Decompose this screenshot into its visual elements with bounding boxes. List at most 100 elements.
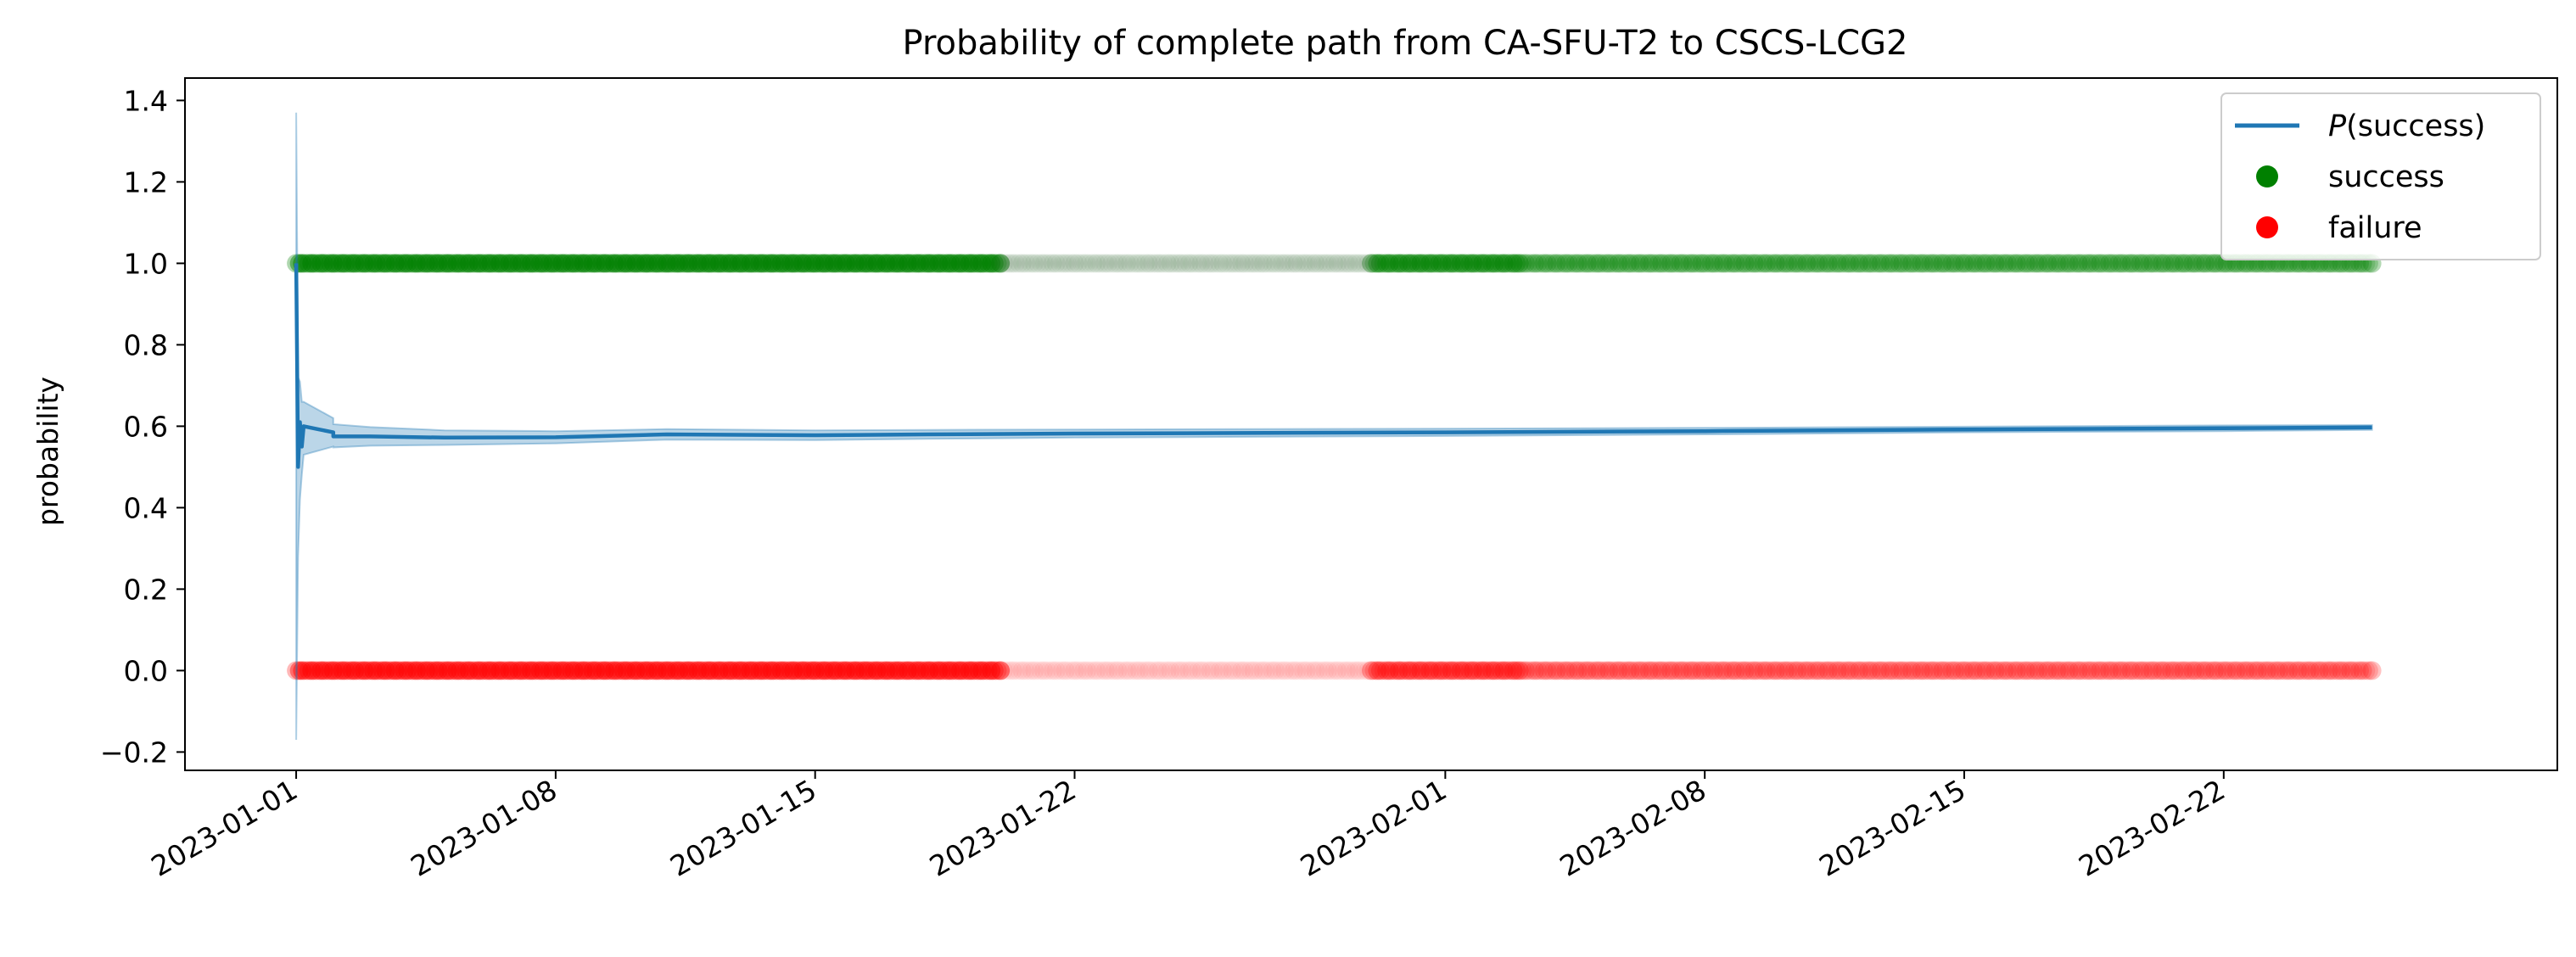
- failure-point: [1655, 661, 1674, 680]
- failure-point: [982, 661, 1001, 680]
- failure-point: [2091, 661, 2110, 680]
- success-point: [1056, 254, 1075, 273]
- legend-label-rest: (success): [2346, 109, 2485, 143]
- failure-point: [1315, 661, 1335, 680]
- failure-point: [1775, 661, 1795, 680]
- overlap-point: [1262, 254, 1280, 273]
- failure-point: [1312, 661, 1331, 680]
- failure-point: [611, 661, 630, 680]
- failure-point: [549, 661, 568, 680]
- failure-point: [2164, 661, 2184, 680]
- overlap-point: [1168, 254, 1188, 273]
- failure-point: [617, 661, 636, 680]
- failure-point: [1528, 661, 1548, 680]
- failure-point: [2294, 661, 2314, 680]
- success-point: [1556, 254, 1576, 273]
- success-point: [1078, 254, 1097, 273]
- success-point: [2198, 254, 2218, 273]
- success-point: [1364, 254, 1384, 273]
- failure-point: [1498, 661, 1517, 680]
- overlap-point: [1021, 254, 1040, 273]
- legend-label-italic: P: [2328, 109, 2347, 143]
- success-point: [1430, 254, 1449, 273]
- success-point: [1232, 254, 1252, 273]
- legend-label: P(success): [2328, 109, 2485, 143]
- overlap-point: [1054, 254, 1073, 273]
- success-point: [1896, 254, 1915, 273]
- success-point: [657, 254, 676, 273]
- success-point: [1868, 254, 1888, 273]
- success-point: [1624, 254, 1644, 273]
- overlap-point: [1162, 254, 1181, 273]
- failure-point: [1321, 661, 1341, 680]
- failure-point: [459, 661, 479, 680]
- success-point: [2010, 254, 2030, 273]
- success-point: [1414, 254, 1433, 273]
- y-tick-label: 0.0: [124, 654, 168, 687]
- failure-point: [1818, 661, 1838, 680]
- failure-point: [929, 661, 949, 680]
- failure-point: [1250, 661, 1269, 680]
- success-point: [1744, 254, 1764, 273]
- success-point: [1328, 254, 1347, 273]
- success-point: [2093, 254, 2113, 273]
- success-point: [1982, 254, 2002, 273]
- failure-point: [1127, 661, 1146, 680]
- failure-point: [1426, 661, 1446, 680]
- failure-point: [2050, 661, 2069, 680]
- success-point: [1825, 254, 1845, 273]
- success-point: [1516, 254, 1535, 273]
- overlap-point: [1043, 254, 1062, 273]
- failure-point: [596, 661, 615, 680]
- success-point: [1553, 254, 1572, 273]
- x-tick-label: 2023-02-15: [1813, 773, 1971, 883]
- success-point: [1714, 254, 1733, 273]
- failure-point: [1093, 661, 1112, 680]
- success-point: [1924, 254, 1943, 273]
- success-point: [1936, 254, 1956, 273]
- failure-point: [468, 661, 488, 680]
- success-point: [2100, 254, 2120, 273]
- failure-point: [941, 661, 960, 680]
- failure-point: [1238, 661, 1257, 680]
- y-tick-label: 1.0: [124, 247, 168, 280]
- failure-point: [1370, 661, 1390, 680]
- failure-point: [1411, 661, 1431, 680]
- success-point: [1927, 254, 1946, 273]
- failure-point: [2288, 661, 2308, 680]
- success-point: [1423, 254, 1442, 273]
- failure-point: [978, 661, 998, 680]
- failure-point: [1182, 661, 1201, 680]
- failure-point: [475, 661, 495, 680]
- x-tick-label: 2023-01-08: [405, 773, 563, 883]
- failure-point: [1374, 661, 1393, 680]
- failure-point: [1263, 661, 1282, 680]
- failure-point: [417, 661, 435, 680]
- failure-point: [1383, 661, 1403, 680]
- failure-point: [1018, 661, 1038, 680]
- failure-point: [1482, 661, 1501, 680]
- failure-point: [2264, 661, 2283, 680]
- failure-point: [1782, 661, 1801, 680]
- success-point: [1065, 254, 1084, 273]
- failure-point: [330, 661, 349, 680]
- failure-point: [1705, 661, 1724, 680]
- failure-point: [1973, 661, 1992, 680]
- success-point: [1575, 254, 1594, 273]
- success-point: [1485, 254, 1504, 273]
- success-point: [1871, 254, 1890, 273]
- failure-point: [1491, 661, 1510, 680]
- success-point: [389, 254, 408, 273]
- success-point: [2035, 254, 2054, 273]
- success-point: [2115, 254, 2135, 273]
- success-point: [2013, 254, 2033, 273]
- failure-point: [490, 661, 510, 680]
- failure-point: [777, 661, 797, 680]
- failure-point: [1476, 661, 1495, 680]
- failure-point: [1185, 661, 1205, 680]
- failure-point: [2232, 661, 2252, 680]
- failure-point: [1637, 661, 1655, 680]
- failure-point: [2183, 661, 2203, 680]
- failure-point: [404, 661, 423, 680]
- failure-point: [574, 661, 593, 680]
